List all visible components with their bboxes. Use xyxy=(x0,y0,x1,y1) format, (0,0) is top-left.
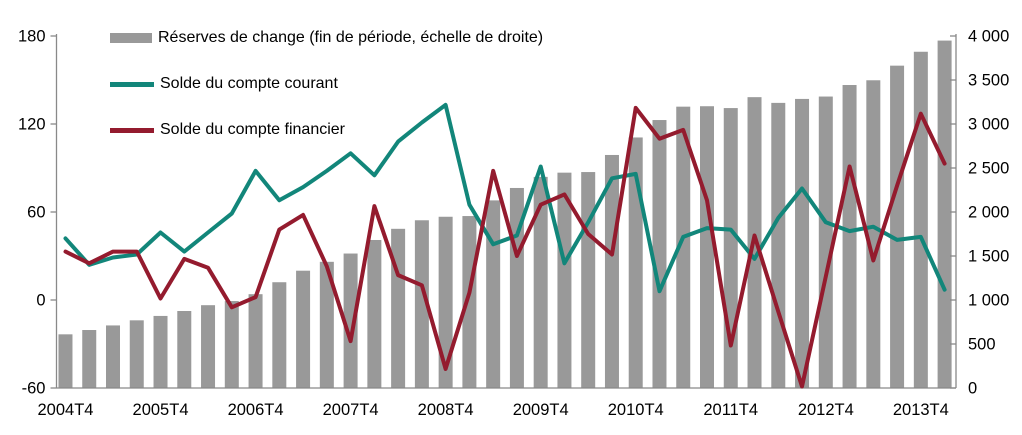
left-axis-tick-label: -60 xyxy=(22,380,46,398)
reserve-bar xyxy=(296,270,311,388)
right-axis-tick-label: 4 000 xyxy=(968,28,1009,46)
right-axis-tick-label: 500 xyxy=(968,336,996,354)
compte-financier-line xyxy=(63,105,947,389)
reserve-bar xyxy=(842,85,857,389)
legend-label-compte-financier: Solde du compte financier xyxy=(160,121,345,138)
reserve-bar xyxy=(82,330,97,388)
left-axis-tick-label: 60 xyxy=(27,204,45,222)
reserve-bar xyxy=(438,216,453,388)
left-axis-tick-label: 0 xyxy=(36,292,45,310)
reserve-bar xyxy=(58,334,73,388)
reserve-bar xyxy=(557,172,572,388)
compte-courant-line xyxy=(63,102,947,294)
reserve-bar xyxy=(890,65,905,388)
legend-label-compte-courant: Solde du compte courant xyxy=(160,75,338,92)
reserve-bar xyxy=(486,200,501,388)
reserve-bar xyxy=(676,106,691,388)
reserve-bar xyxy=(700,106,714,388)
reserve-bar xyxy=(937,40,952,389)
reserve-bar xyxy=(153,315,168,388)
reserve-bar xyxy=(818,96,833,388)
right-axis-tick-label: 2 500 xyxy=(968,160,1009,178)
reserve-bar xyxy=(533,176,548,388)
legend: Réserves de change (fin de période, éche… xyxy=(110,26,543,142)
reserve-bar xyxy=(913,51,928,388)
compte-financier-line-swatch xyxy=(110,127,154,133)
x-axis-tick-label: 2008T4 xyxy=(418,401,474,419)
x-axis-tick-label: 2004T4 xyxy=(37,401,93,419)
legend-item-reserves: Réserves de change (fin de période, éche… xyxy=(110,26,543,50)
reserve-bar xyxy=(201,305,216,388)
reserve-bar xyxy=(224,301,239,388)
compte-courant-line-swatch xyxy=(110,81,154,87)
reserve-bar xyxy=(771,102,786,388)
reserve-bar xyxy=(106,325,120,388)
reserve-bar xyxy=(391,228,406,388)
x-axis-tick-label: 2007T4 xyxy=(323,401,379,419)
reserve-bar xyxy=(795,98,810,389)
reserve-bar xyxy=(129,320,144,388)
left-axis-tick-label: 180 xyxy=(18,28,46,46)
x-axis-tick-label: 2012T4 xyxy=(798,401,854,419)
reserve-bar xyxy=(414,220,429,388)
reserve-bar xyxy=(581,172,596,388)
reserve-bar xyxy=(367,239,382,388)
right-axis-tick-label: 3 500 xyxy=(968,72,1009,90)
x-axis-tick-label: 2006T4 xyxy=(228,401,284,419)
reserve-bar xyxy=(319,261,334,388)
reserve-bar xyxy=(177,311,192,388)
reserve-bar xyxy=(272,282,287,388)
right-axis-tick-label: 3 000 xyxy=(968,116,1009,134)
reserves-bar-swatch xyxy=(110,33,152,43)
legend-item-compte-courant: Solde du compte courant xyxy=(110,72,543,96)
x-axis-tick-label: 2010T4 xyxy=(608,401,664,419)
reserve-bar xyxy=(248,294,263,388)
right-axis-tick-label: 1 500 xyxy=(968,248,1009,266)
right-axis-tick-label: 2 000 xyxy=(968,204,1009,222)
reserve-bar xyxy=(604,154,619,388)
left-axis-tick-label: 120 xyxy=(18,116,46,134)
reserve-bar xyxy=(652,120,667,388)
x-axis-tick-label: 2009T4 xyxy=(513,401,569,419)
right-axis-tick-label: 0 xyxy=(968,380,977,398)
x-axis-tick-label: 2005T4 xyxy=(133,401,189,419)
reserve-bar xyxy=(866,80,881,388)
reserve-bar xyxy=(462,216,477,388)
legend-label-reserves: Réserves de change (fin de période, éche… xyxy=(158,29,544,46)
legend-item-compte-financier: Solde du compte financier xyxy=(110,118,543,142)
reserve-bar xyxy=(343,253,358,388)
x-axis-tick-label: 2011T4 xyxy=(703,401,758,419)
right-axis-tick-label: 1 000 xyxy=(968,292,1009,310)
x-axis-tick-label: 2013T4 xyxy=(893,401,949,419)
